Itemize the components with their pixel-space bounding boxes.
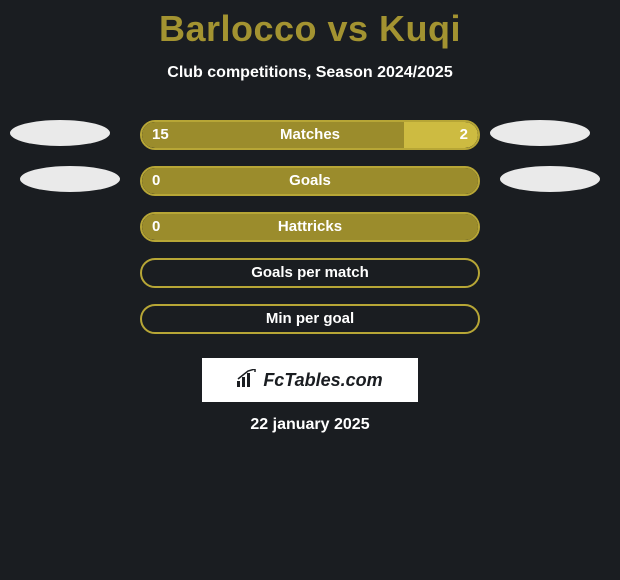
chart-icon bbox=[237, 369, 259, 392]
stat-bar-track: Matches15 2 bbox=[140, 120, 480, 150]
stat-row: Goals per match bbox=[0, 258, 620, 288]
stat-value-player1: 0 bbox=[152, 168, 160, 194]
comparison-subtitle: Club competitions, Season 2024/2025 bbox=[0, 64, 620, 82]
stat-row: Goals0 bbox=[0, 166, 620, 196]
stat-row: Matches15 2 bbox=[0, 120, 620, 150]
stats-chart: Matches152Goals0Hattricks0Goals per matc… bbox=[0, 120, 620, 334]
stat-row: Hattricks0 bbox=[0, 212, 620, 242]
fctables-logo[interactable]: FcTables.com bbox=[202, 358, 418, 402]
stat-bar-track: Goals per match bbox=[140, 258, 480, 288]
comparison-title: Barlocco vs Kuqi bbox=[0, 0, 620, 50]
snapshot-date: 22 january 2025 bbox=[0, 416, 620, 434]
logo-text: FcTables.com bbox=[263, 370, 382, 391]
stat-label: Goals per match bbox=[142, 260, 478, 286]
stat-bar-track: Hattricks0 bbox=[140, 212, 480, 242]
stat-label: Min per goal bbox=[142, 306, 478, 332]
stat-label: Matches bbox=[142, 122, 478, 148]
stat-bar-track: Min per goal bbox=[140, 304, 480, 334]
stat-label: Hattricks bbox=[142, 214, 478, 240]
stat-label: Goals bbox=[142, 168, 478, 194]
stat-value-player1: 15 bbox=[152, 122, 169, 148]
stat-value-player1: 0 bbox=[152, 214, 160, 240]
stat-value-player2: 2 bbox=[460, 122, 468, 148]
stat-bar-track: Goals0 bbox=[140, 166, 480, 196]
stat-row: Min per goal bbox=[0, 304, 620, 334]
